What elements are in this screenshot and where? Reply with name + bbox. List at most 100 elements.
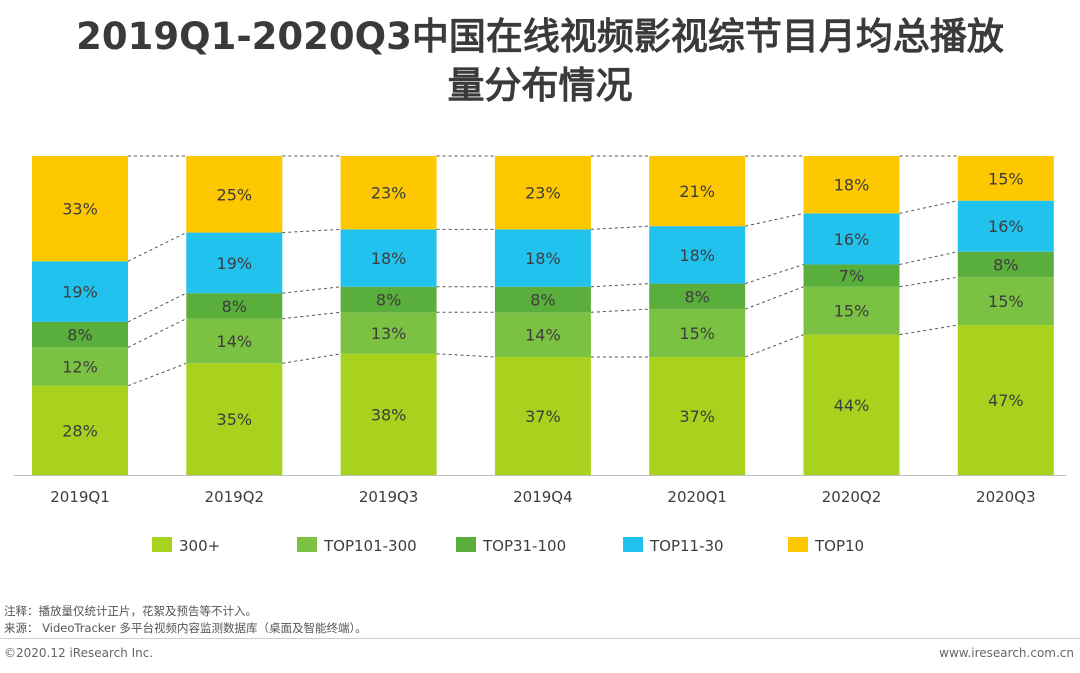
bar-2019q4-top11-30 xyxy=(494,229,591,287)
bar-2020q2-top101-300 xyxy=(803,286,900,335)
data-label-2020q2-top31-100: 7% xyxy=(839,267,864,286)
legend-swatch-300 xyxy=(152,537,172,552)
data-label-2020q1-300: 37% xyxy=(679,407,715,426)
data-label-2019q4-top101-300: 14% xyxy=(525,326,561,345)
bar-2020q1-300 xyxy=(649,356,746,475)
connector-top11-30-2019q1 xyxy=(127,232,187,262)
data-label-2019q1-top10: 33% xyxy=(62,200,98,219)
x-tick-label-2019q1: 2019Q1 xyxy=(50,488,110,506)
data-label-2019q3-top31-100: 8% xyxy=(376,291,401,310)
connector-300-2020q2 xyxy=(899,324,958,336)
connector-top101-300-2019q4 xyxy=(590,308,650,313)
legend-swatch-top11-30 xyxy=(623,537,643,552)
bar-2019q3-300 xyxy=(340,353,437,475)
stacked-bar-chart: 28% 12% 8% 19% 33% 2019Q1 35% 14% 8% 19% 25% 2019Q2… xyxy=(14,155,1066,555)
connector-top101-300-2019q1 xyxy=(127,318,187,348)
bar-2020q3-top11-30 xyxy=(957,200,1054,252)
data-label-2019q4-top31-100: 8% xyxy=(530,291,555,310)
bar-2019q3-top31-100 xyxy=(340,286,437,313)
connector-top31-100-2020q1 xyxy=(745,263,804,285)
x-tick-label-2020q3: 2020Q3 xyxy=(976,488,1036,506)
data-label-2020q1-top11-30: 18% xyxy=(679,246,715,265)
bar-2020q3-300 xyxy=(957,325,1054,475)
connector-top11-30-2019q4 xyxy=(590,225,650,230)
bar-2019q2-top11-30 xyxy=(186,232,283,294)
data-label-2019q2-top10: 25% xyxy=(217,185,253,204)
data-label-2019q2-top101-300: 14% xyxy=(217,332,253,351)
bar-2020q2-top10 xyxy=(803,156,900,214)
x-tick-label-2020q2: 2020Q2 xyxy=(822,488,882,506)
connector-top11-30-2020q1 xyxy=(745,212,804,227)
legend-swatch-top101-300 xyxy=(297,537,317,552)
connector-top11-30-2020q2 xyxy=(899,200,958,214)
data-label-2019q2-top11-30: 19% xyxy=(217,254,253,273)
data-label-2019q3-top11-30: 18% xyxy=(371,249,407,268)
footer-website[interactable]: www.iresearch.com.cn xyxy=(939,646,1074,660)
connector-top101-300-2020q2 xyxy=(899,276,958,288)
data-label-2020q3-top101-300: 15% xyxy=(988,292,1024,311)
chart-title-line-1: 2019Q1-2020Q3中国在线视频影视综节目月均总播放 xyxy=(76,15,1004,58)
data-label-2019q1-top31-100: 8% xyxy=(67,326,92,345)
data-label-2019q1-top11-30: 19% xyxy=(62,283,98,302)
connector-top101-300-2020q1 xyxy=(745,286,804,310)
connector-300-2019q1 xyxy=(127,362,187,387)
legend-swatch-top10 xyxy=(788,537,808,552)
bar-2020q2-300 xyxy=(803,334,900,475)
data-label-2020q2-top101-300: 15% xyxy=(834,302,870,321)
data-label-2020q3-top10: 15% xyxy=(988,169,1024,188)
bar-2019q2-top10 xyxy=(186,156,283,233)
bar-2019q4-top31-100 xyxy=(494,286,591,313)
data-label-2020q3-top11-30: 16% xyxy=(988,217,1024,236)
bar-2019q1-300 xyxy=(32,385,128,475)
connector-top31-100-2020q2 xyxy=(899,251,958,265)
bar-2019q2-300 xyxy=(186,363,283,475)
bar-2019q1-top11-30 xyxy=(32,261,128,322)
x-tick-label-2019q4: 2019Q4 xyxy=(513,488,573,506)
footnote-note: 注释：播放量仅统计正片，花絮及预告等不计入。 xyxy=(4,604,257,618)
x-tick-label-2020q1: 2020Q1 xyxy=(667,488,727,506)
data-label-2019q4-300: 37% xyxy=(525,407,561,426)
connector-300-2020q1 xyxy=(745,334,804,358)
data-label-2020q1-top31-100: 8% xyxy=(685,287,710,306)
bar-2019q2-top101-300 xyxy=(186,318,283,364)
data-label-2020q1-top10: 21% xyxy=(679,182,715,201)
connector-top31-100-2019q4 xyxy=(590,283,650,288)
data-label-2019q4-top11-30: 18% xyxy=(525,249,561,268)
bar-2020q1-top11-30 xyxy=(649,226,746,284)
bar-2019q3-top10 xyxy=(340,156,437,230)
bar-2019q2-top31-100 xyxy=(186,293,283,319)
bar-2020q1-top10 xyxy=(649,156,746,227)
data-label-2020q2-300: 44% xyxy=(834,396,870,415)
connector-top31-100-2019q1 xyxy=(127,292,187,323)
data-label-2019q2-top31-100: 8% xyxy=(222,297,247,316)
data-label-2019q4-top10: 23% xyxy=(525,184,561,203)
bar-2019q1-top31-100 xyxy=(32,321,128,348)
bar-2019q3-top101-300 xyxy=(340,312,437,354)
bar-2020q3-top31-100 xyxy=(957,251,1054,278)
footer-divider xyxy=(0,638,1080,639)
bar-2019q4-top101-300 xyxy=(494,312,591,357)
data-label-2019q3-top10: 23% xyxy=(371,184,407,203)
bar-2020q3-top10 xyxy=(957,156,1054,201)
data-label-2020q1-top101-300: 15% xyxy=(679,324,715,343)
bar-2019q1-top101-300 xyxy=(32,347,128,386)
connector-300-2019q2 xyxy=(282,353,341,364)
data-label-2020q3-300: 47% xyxy=(988,391,1024,410)
legend-label-top10: TOP10 xyxy=(814,537,864,555)
footer-copyright: ©2020.12 iResearch Inc. xyxy=(4,646,154,660)
data-label-2019q1-300: 28% xyxy=(62,421,98,440)
legend-swatch-top31-100 xyxy=(456,537,476,552)
x-tick-label-2019q3: 2019Q3 xyxy=(359,488,419,506)
legend-label-300: 300+ xyxy=(179,537,220,555)
data-label-2020q3-top31-100: 8% xyxy=(993,255,1018,274)
data-label-2019q3-top101-300: 13% xyxy=(371,324,407,343)
data-label-2020q2-top11-30: 16% xyxy=(834,230,870,249)
bar-2019q1-top10 xyxy=(32,156,128,262)
x-tick-label-2019q2: 2019Q2 xyxy=(205,488,265,506)
bar-2020q1-top101-300 xyxy=(649,309,746,357)
connector-top31-100-2019q2 xyxy=(282,286,341,294)
legend-label-top101-300: TOP101-300 xyxy=(323,537,417,555)
legend-label-top31-100: TOP31-100 xyxy=(482,537,566,555)
connector-top101-300-2019q2 xyxy=(282,311,341,320)
data-label-2019q3-300: 38% xyxy=(371,405,407,424)
